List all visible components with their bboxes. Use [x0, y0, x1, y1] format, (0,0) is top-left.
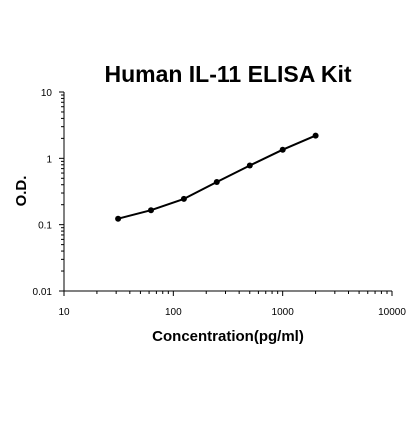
x-tick-label: 10000: [378, 307, 406, 318]
y-tick-label: 10: [41, 88, 53, 99]
data-point: [148, 207, 154, 214]
x-tick-label: 1000: [272, 307, 295, 318]
data-point: [279, 146, 286, 153]
x-tick-label: 10: [58, 307, 70, 318]
axes: 0.01 0.1 1 10 10 100 1000 10000: [33, 88, 407, 318]
chart-title: Human IL-11 ELISA Kit: [104, 61, 351, 87]
data-point: [213, 179, 220, 185]
data-point: [180, 195, 187, 202]
data-point: [115, 215, 122, 222]
x-ticks: 10 100 1000 10000: [58, 291, 406, 318]
x-tick-label: 100: [165, 307, 182, 318]
data-point: [312, 132, 319, 139]
x-axis-label: Concentration(pg/ml): [152, 328, 304, 345]
y-tick-label: 0.1: [38, 221, 52, 232]
series-line: [117, 134, 316, 220]
data-point: [246, 162, 253, 169]
series-layer: [115, 132, 319, 222]
y-axis-label: O.D.: [13, 176, 30, 207]
y-ticks: 0.01 0.1 1 10: [33, 88, 64, 298]
y-tick-label: 0.01: [33, 287, 53, 298]
y-tick-label: 1: [46, 154, 52, 165]
